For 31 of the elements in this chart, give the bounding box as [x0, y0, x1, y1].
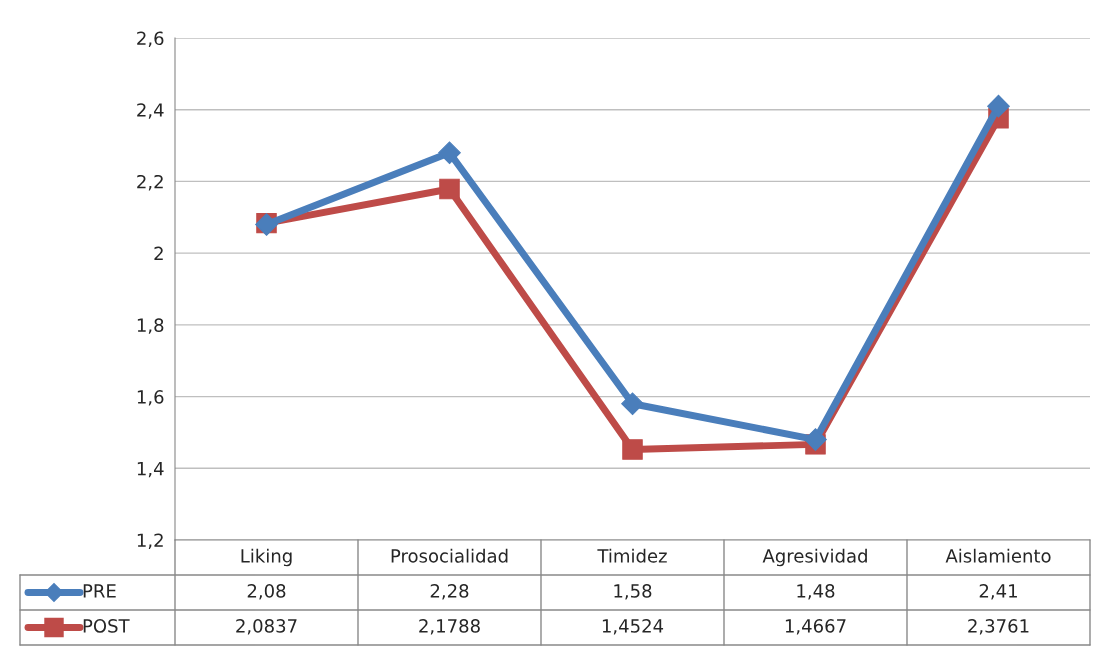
y-tick-label: 1,8 [137, 318, 164, 334]
x-tick-label: Agresividad [762, 548, 867, 567]
x-tick-label: Prosocialidad [391, 548, 508, 563]
data-label: 2,28 [430, 584, 469, 600]
data-label: 2,08 [247, 584, 286, 600]
y-tick-label: 1,2 [137, 533, 163, 549]
x-tick-label: Timidez [597, 548, 667, 563]
data-label: 1,58 [614, 584, 652, 600]
data-label: 2,0837 [236, 619, 297, 635]
point [439, 178, 460, 200]
y-tick-label: 2,4 [137, 103, 164, 119]
y-tick-label: 1,6 [137, 390, 164, 406]
y-tick-label: 1,4 [137, 461, 164, 478]
point [621, 392, 644, 416]
y-tick-label: 2,6 [137, 31, 164, 47]
legend-label: POST [83, 619, 130, 633]
y-tick-label: 2,2 [137, 174, 163, 191]
point [987, 94, 1010, 118]
x-tick-label: Aislamiento [945, 548, 1051, 563]
x-tick-label: Liking [241, 548, 292, 567]
data-label: 2,41 [979, 584, 1017, 600]
point [622, 439, 643, 460]
point [438, 141, 461, 165]
data-label: 2,1788 [419, 619, 480, 635]
data-label: 1,48 [797, 584, 835, 600]
legend-label: PRE [83, 584, 116, 598]
data-label: 1,4524 [602, 619, 664, 635]
point [804, 428, 827, 451]
data-label: 2,3761 [968, 619, 1029, 635]
y-tick-label: 2 [154, 246, 163, 260]
data-label: 1,4667 [785, 619, 846, 635]
